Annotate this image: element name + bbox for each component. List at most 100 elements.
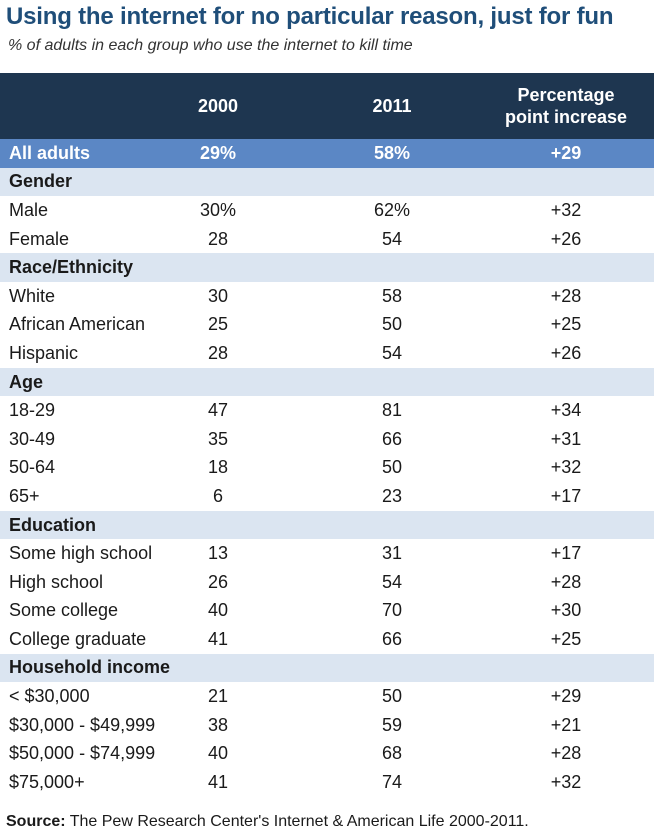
table-row: $75,000+ 41 74 +32 bbox=[0, 768, 654, 797]
cell-2000: 30% bbox=[199, 199, 237, 220]
table-row: < $30,000 21 50 +29 bbox=[0, 682, 654, 711]
cell-2011: 70 bbox=[381, 600, 403, 621]
cell-increase: +32 bbox=[550, 457, 582, 478]
cell-2011: 66 bbox=[381, 428, 403, 449]
cell-increase: +17 bbox=[550, 543, 582, 564]
cell-increase: +17 bbox=[550, 485, 582, 506]
cell-2000: 29% bbox=[199, 142, 237, 163]
cell-2011: 58% bbox=[373, 142, 411, 163]
row-label: Education bbox=[9, 514, 97, 535]
cell-2011: 59 bbox=[381, 714, 403, 735]
row-label: Some college bbox=[9, 600, 119, 621]
group-header-row: Age bbox=[0, 367, 654, 397]
table-row: 18-29 47 81 +34 bbox=[0, 396, 654, 425]
cell-2011: 74 bbox=[381, 771, 403, 792]
cell-increase: +32 bbox=[550, 771, 582, 792]
cell-2011: 68 bbox=[381, 743, 403, 764]
row-label: 50-64 bbox=[9, 457, 56, 478]
table-row: 50-64 18 50 +32 bbox=[0, 453, 654, 483]
cell-increase: +29 bbox=[550, 142, 582, 163]
row-label: Some high school bbox=[9, 543, 153, 564]
table-row: High school 26 54 +28 bbox=[0, 567, 654, 597]
row-label: High school bbox=[9, 571, 104, 592]
cell-2000: 35 bbox=[207, 428, 229, 449]
header-increase-line2: point increase bbox=[504, 107, 628, 127]
header-2011: 2011 bbox=[372, 96, 412, 116]
source-text: The Pew Research Center's Internet & Ame… bbox=[65, 813, 529, 830]
row-label: Race/Ethnicity bbox=[9, 257, 134, 278]
cell-increase: +31 bbox=[550, 428, 582, 449]
all-adults-row: All adults 29% 58% +29 bbox=[0, 139, 654, 168]
cell-2011: 66 bbox=[381, 628, 403, 649]
data-table: 2000 2011 Percentage point increase All a… bbox=[0, 73, 654, 797]
cell-2011: 50 bbox=[381, 457, 403, 478]
cell-2011: 54 bbox=[381, 228, 403, 249]
chart-subtitle: % of adults in each group who use the in… bbox=[8, 37, 413, 54]
group-header-row: Household income bbox=[0, 653, 654, 683]
row-label: 18-29 bbox=[9, 400, 56, 421]
row-label: 65+ bbox=[9, 485, 40, 506]
table-row: College graduate 41 66 +25 bbox=[0, 625, 654, 654]
cell-increase: +34 bbox=[550, 400, 582, 421]
table-body: All adults 29% 58% +29 Gender Male 30% 62% +32 Fe… bbox=[0, 139, 654, 797]
group-header-row: Gender bbox=[0, 167, 654, 197]
cell-increase: +32 bbox=[550, 199, 582, 220]
table-row: $30,000 - $49,999 38 59 +21 bbox=[0, 710, 654, 740]
row-label: Female bbox=[9, 228, 70, 249]
cell-2011: 31 bbox=[381, 543, 403, 564]
cell-2000: 13 bbox=[207, 543, 229, 564]
group-header-row: Race/Ethnicity bbox=[0, 253, 654, 282]
row-label: Male bbox=[9, 199, 49, 220]
row-label: Hispanic bbox=[9, 342, 79, 363]
cell-2011: 50 bbox=[381, 686, 403, 707]
cell-2000: 40 bbox=[207, 743, 229, 764]
cell-increase: +25 bbox=[550, 314, 582, 335]
cell-increase: +25 bbox=[550, 628, 582, 649]
cell-increase: +26 bbox=[550, 342, 582, 363]
cell-2011: 81 bbox=[381, 400, 403, 421]
cell-2000: 38 bbox=[207, 714, 229, 735]
chart-title: Using the internet for no particular rea… bbox=[6, 3, 614, 30]
row-label: Gender bbox=[9, 171, 73, 192]
cell-2011: 23 bbox=[381, 485, 403, 506]
table-row: Hispanic 28 54 +26 bbox=[0, 339, 654, 368]
row-label: All adults bbox=[9, 142, 91, 163]
table-row: 30-49 35 66 +31 bbox=[0, 424, 654, 454]
table-row: Male 30% 62% +32 bbox=[0, 196, 654, 225]
row-label: Household income bbox=[9, 657, 171, 678]
row-label: African American bbox=[9, 314, 146, 335]
cell-2000: 28 bbox=[207, 342, 229, 363]
cell-increase: +28 bbox=[550, 285, 582, 306]
row-label: College graduate bbox=[9, 628, 147, 649]
table-row: $50,000 - $74,999 40 68 +28 bbox=[0, 739, 654, 769]
cell-2011: 58 bbox=[381, 285, 403, 306]
row-label: Age bbox=[9, 371, 44, 392]
cell-2000: 6 bbox=[212, 485, 223, 506]
cell-2011: 62% bbox=[373, 199, 411, 220]
cell-2011: 54 bbox=[381, 571, 403, 592]
table-row: Female 28 54 +26 bbox=[0, 224, 654, 254]
cell-2011: 50 bbox=[381, 314, 403, 335]
table-row: White 30 58 +28 bbox=[0, 281, 654, 311]
row-label: White bbox=[9, 285, 56, 306]
header-increase: Percentage point increase bbox=[496, 73, 636, 139]
cell-2000: 40 bbox=[207, 600, 229, 621]
cell-2011: 54 bbox=[381, 342, 403, 363]
cell-2000: 30 bbox=[207, 285, 229, 306]
cell-increase: +28 bbox=[550, 571, 582, 592]
row-label: $30,000 - $49,999 bbox=[9, 714, 156, 735]
header-2000: 2000 bbox=[197, 96, 239, 116]
cell-2000: 18 bbox=[207, 457, 229, 478]
cell-increase: +21 bbox=[550, 714, 582, 735]
group-header-row: Education bbox=[0, 510, 654, 540]
cell-2000: 28 bbox=[207, 228, 229, 249]
source-note: Source: The Pew Research Center's Intern… bbox=[6, 813, 529, 831]
cell-2000: 25 bbox=[207, 314, 229, 335]
cell-2000: 26 bbox=[207, 571, 229, 592]
header-increase-line1: Percentage bbox=[517, 85, 615, 105]
row-label: $50,000 - $74,999 bbox=[9, 743, 156, 764]
table-row: 65+ 6 23 +17 bbox=[0, 482, 654, 511]
source-label: Source: bbox=[6, 813, 66, 830]
cell-2000: 47 bbox=[207, 400, 229, 421]
table-row: African American 25 50 +25 bbox=[0, 310, 654, 340]
